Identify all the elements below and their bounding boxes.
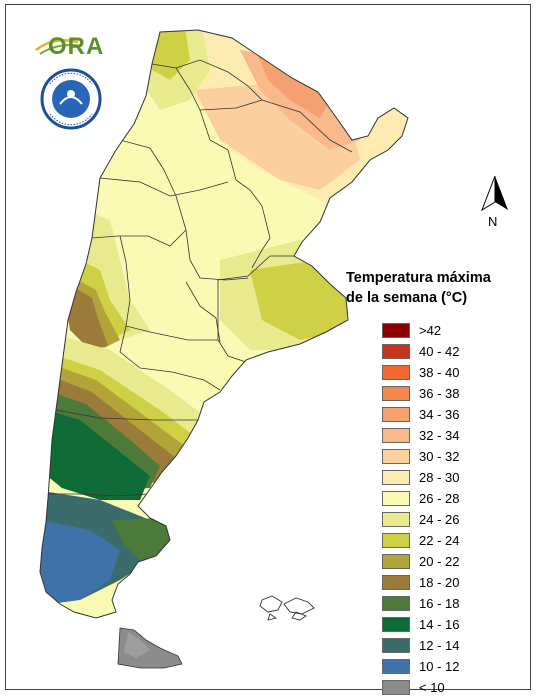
legend-label: 22 - 24: [419, 533, 460, 548]
legend-label: 18 - 20: [419, 575, 460, 590]
legend-swatch: [382, 575, 410, 590]
legend-swatch: [382, 470, 410, 485]
legend-label: 28 - 30: [419, 470, 460, 485]
legend-row: 20 - 22: [382, 551, 508, 572]
legend-row: >42: [382, 320, 508, 341]
legend-row: 32 - 34: [382, 425, 508, 446]
smn-seal-icon: [40, 68, 102, 130]
legend-label: 32 - 34: [419, 428, 460, 443]
legend-swatch: [382, 596, 410, 611]
legend-swatch: [382, 344, 410, 359]
legend-swatch: [382, 554, 410, 569]
legend-row: 30 - 32: [382, 446, 508, 467]
legend-title-line1: Temperatura máxima: [346, 270, 491, 286]
legend-row: 10 - 12: [382, 656, 508, 677]
legend-row: 16 - 18: [382, 593, 508, 614]
legend: Temperatura máxima de la semana (°C) >42…: [346, 268, 508, 698]
legend-title-line2: de la semana (°C): [346, 290, 468, 306]
legend-label: 26 - 28: [419, 491, 460, 506]
legend-label: 34 - 36: [419, 407, 460, 422]
legend-swatch: [382, 659, 410, 674]
legend-label: 20 - 22: [419, 554, 460, 569]
legend-row: 24 - 26: [382, 509, 508, 530]
legend-swatch: [382, 533, 410, 548]
legend-swatch: [382, 323, 410, 338]
legend-row: 36 - 38: [382, 383, 508, 404]
legend-row: 26 - 28: [382, 488, 508, 509]
legend-label: >42: [419, 323, 442, 338]
legend-swatch: [382, 386, 410, 401]
legend-row: 40 - 42: [382, 341, 508, 362]
legend-items: >42 40 - 42 38 - 40 36 - 38 34 - 36 32 - 34 30…: [382, 320, 508, 698]
legend-swatch: [382, 638, 410, 653]
legend-label: 12 - 14: [419, 638, 460, 653]
legend-label: < 10: [419, 680, 445, 695]
legend-label: 40 - 42: [419, 344, 460, 359]
legend-swatch: [382, 365, 410, 380]
legend-label: 10 - 12: [419, 659, 460, 674]
legend-row: 28 - 30: [382, 467, 508, 488]
legend-swatch: [382, 491, 410, 506]
legend-row: 18 - 20: [382, 572, 508, 593]
ora-logo-text: ORA: [48, 33, 105, 60]
legend-label: 16 - 18: [419, 596, 460, 611]
legend-label: 24 - 26: [419, 512, 460, 527]
legend-swatch: [382, 449, 410, 464]
legend-swatch: [382, 680, 410, 695]
legend-row: 12 - 14: [382, 635, 508, 656]
legend-row: 34 - 36: [382, 404, 508, 425]
legend-label: 38 - 40: [419, 365, 460, 380]
legend-label: 36 - 38: [419, 386, 460, 401]
legend-row: 38 - 40: [382, 362, 508, 383]
north-label: N: [488, 214, 498, 229]
legend-swatch: [382, 617, 410, 632]
legend-swatch: [382, 428, 410, 443]
legend-row: 14 - 16: [382, 614, 508, 635]
legend-label: 14 - 16: [419, 617, 460, 632]
north-arrow-icon: [481, 175, 508, 212]
malvinas-islands: [259, 595, 315, 621]
legend-row: < 10: [382, 677, 508, 698]
legend-swatch: [382, 512, 410, 527]
legend-swatch: [382, 407, 410, 422]
legend-row: 22 - 24: [382, 530, 508, 551]
ora-logo-icon: [35, 39, 83, 55]
legend-label: 30 - 32: [419, 449, 460, 464]
